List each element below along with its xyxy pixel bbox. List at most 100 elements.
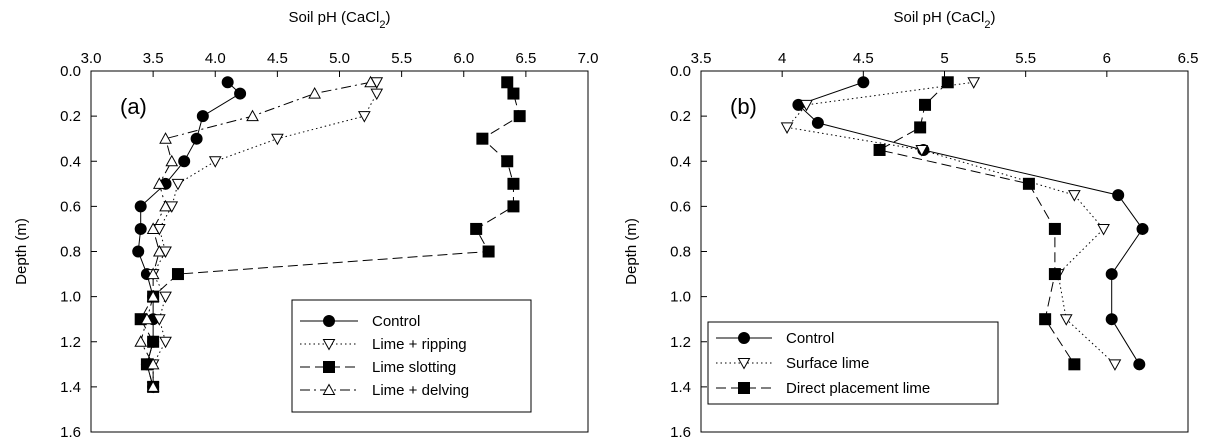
legend-entry: Direct placement lime — [716, 380, 930, 397]
data-point — [1048, 268, 1061, 281]
data-point — [196, 110, 209, 123]
data-point — [146, 222, 160, 234]
data-point — [159, 336, 172, 349]
data-point — [152, 314, 166, 326]
data-point — [507, 177, 520, 190]
data-point — [146, 290, 160, 302]
y-tick-label: 0.2 — [60, 108, 81, 125]
legend-marker — [738, 332, 750, 344]
x-tick-label: 4.5 — [267, 50, 288, 67]
data-point — [146, 380, 160, 392]
x-tick-label: 6.5 — [515, 50, 536, 67]
y-tick-label: 1.0 — [670, 289, 691, 306]
legend-label: Direct placement lime — [786, 380, 930, 397]
y-tick-label: 0.6 — [670, 198, 691, 215]
y-tick-label: 0.0 — [60, 63, 81, 80]
data-point — [159, 291, 172, 304]
x-tick-label: 5.5 — [391, 50, 412, 67]
y-tick-label: 0.2 — [670, 108, 691, 125]
data-point — [190, 132, 203, 145]
x-tick-label: 3.0 — [81, 50, 102, 67]
x-tick-label: 6.5 — [1178, 50, 1199, 67]
data-point — [476, 132, 489, 145]
y-tick-label: 0.8 — [60, 244, 81, 261]
data-point — [1068, 358, 1081, 371]
data-point — [208, 156, 222, 168]
x-tick-label: 7.0 — [578, 50, 599, 67]
data-point — [1112, 189, 1125, 202]
y-tick-label: 0.0 — [670, 63, 691, 80]
y-tick-label: 1.6 — [60, 424, 81, 441]
panel-b: 3.5 4 4.5 5 5.5 6 6.5 0.0 0.2 0.4 0.6 0.8 1.0 1.2 1.4… — [623, 9, 1198, 441]
y-axis-ticks: 0.0 0.2 0.4 0.6 0.8 1.0 1.2 1.4 1.6 — [670, 63, 707, 441]
legend-marker — [322, 383, 336, 395]
series-line — [878, 81, 1075, 365]
data-point — [811, 116, 824, 129]
x-tick-label: 3.5 — [143, 50, 164, 67]
data-point — [941, 76, 954, 89]
x-tick-label: 4 — [778, 50, 786, 67]
data-point — [501, 155, 514, 168]
data-point — [1068, 190, 1081, 202]
data-point — [919, 98, 932, 111]
series-lime-delving — [134, 75, 377, 392]
x-tick-label: 5 — [940, 50, 948, 67]
x-axis-ticks: 3.0 3.5 4.0 4.5 5.0 5.5 6.0 6.5 7.0 — [81, 50, 599, 77]
data-point — [171, 178, 185, 191]
data-point — [171, 268, 184, 281]
panel-label: (b) — [730, 94, 757, 119]
legend-entry: Surface lime — [716, 355, 869, 372]
x-axis-title: Soil pH (CaCl2) — [289, 9, 391, 31]
x-tick-label: 5.0 — [329, 50, 350, 67]
data-point — [873, 143, 886, 156]
data-point — [146, 357, 160, 370]
y-tick-label: 0.4 — [670, 153, 691, 170]
data-point — [1108, 359, 1122, 371]
legend-box — [707, 321, 999, 405]
data-point — [914, 121, 927, 134]
x-tick-label: 4.5 — [853, 50, 874, 67]
data-point — [370, 88, 384, 101]
data-point — [1105, 313, 1118, 326]
legend-entry: Control — [300, 313, 420, 330]
y-tick-label: 0.4 — [60, 153, 81, 170]
data-point — [159, 199, 172, 212]
legend-label: Lime slotting — [372, 359, 456, 376]
data-point — [165, 154, 179, 167]
y-tick-label: 0.6 — [60, 198, 81, 215]
panel-a: 3.0 3.5 4.0 4.5 5.0 5.5 6.0 6.5 7.0 0.0 0.2 0.4 0.6… — [13, 9, 598, 441]
data-point — [857, 76, 870, 89]
data-point — [221, 76, 234, 89]
y-tick-label: 1.2 — [670, 334, 691, 351]
data-point — [780, 122, 794, 134]
series-group — [780, 76, 1149, 371]
data-point — [358, 111, 371, 123]
data-point — [178, 155, 191, 168]
data-point — [513, 110, 526, 123]
data-point — [482, 245, 495, 258]
panel-label: (a) — [120, 94, 147, 119]
x-axis-ticks: 3.5 4 4.5 5 5.5 6 6.5 — [691, 50, 1199, 77]
series-direct-placement-lime — [873, 76, 1081, 371]
data-point — [1039, 313, 1052, 326]
data-point — [134, 200, 147, 213]
legend-label: Control — [786, 330, 834, 347]
data-point — [132, 245, 145, 258]
x-tick-label: 4.0 — [205, 50, 226, 67]
data-point — [234, 87, 247, 100]
data-point — [1059, 314, 1073, 326]
y-tick-label: 1.6 — [670, 424, 691, 441]
data-point — [146, 267, 160, 280]
data-point — [308, 87, 321, 99]
legend-entry: Lime + ripping — [300, 336, 467, 353]
data-point — [915, 144, 929, 157]
data-point — [1105, 268, 1118, 281]
legend: Control Surface lime Direct placement lime — [707, 321, 999, 405]
legend: Control Lime + ripping Lime slotting Lime +… — [291, 299, 532, 413]
data-point — [967, 77, 981, 89]
data-point — [134, 335, 148, 347]
y-tick-label: 0.8 — [670, 244, 691, 261]
y-axis-title: Depth (m) — [623, 218, 640, 285]
data-point — [152, 244, 166, 257]
